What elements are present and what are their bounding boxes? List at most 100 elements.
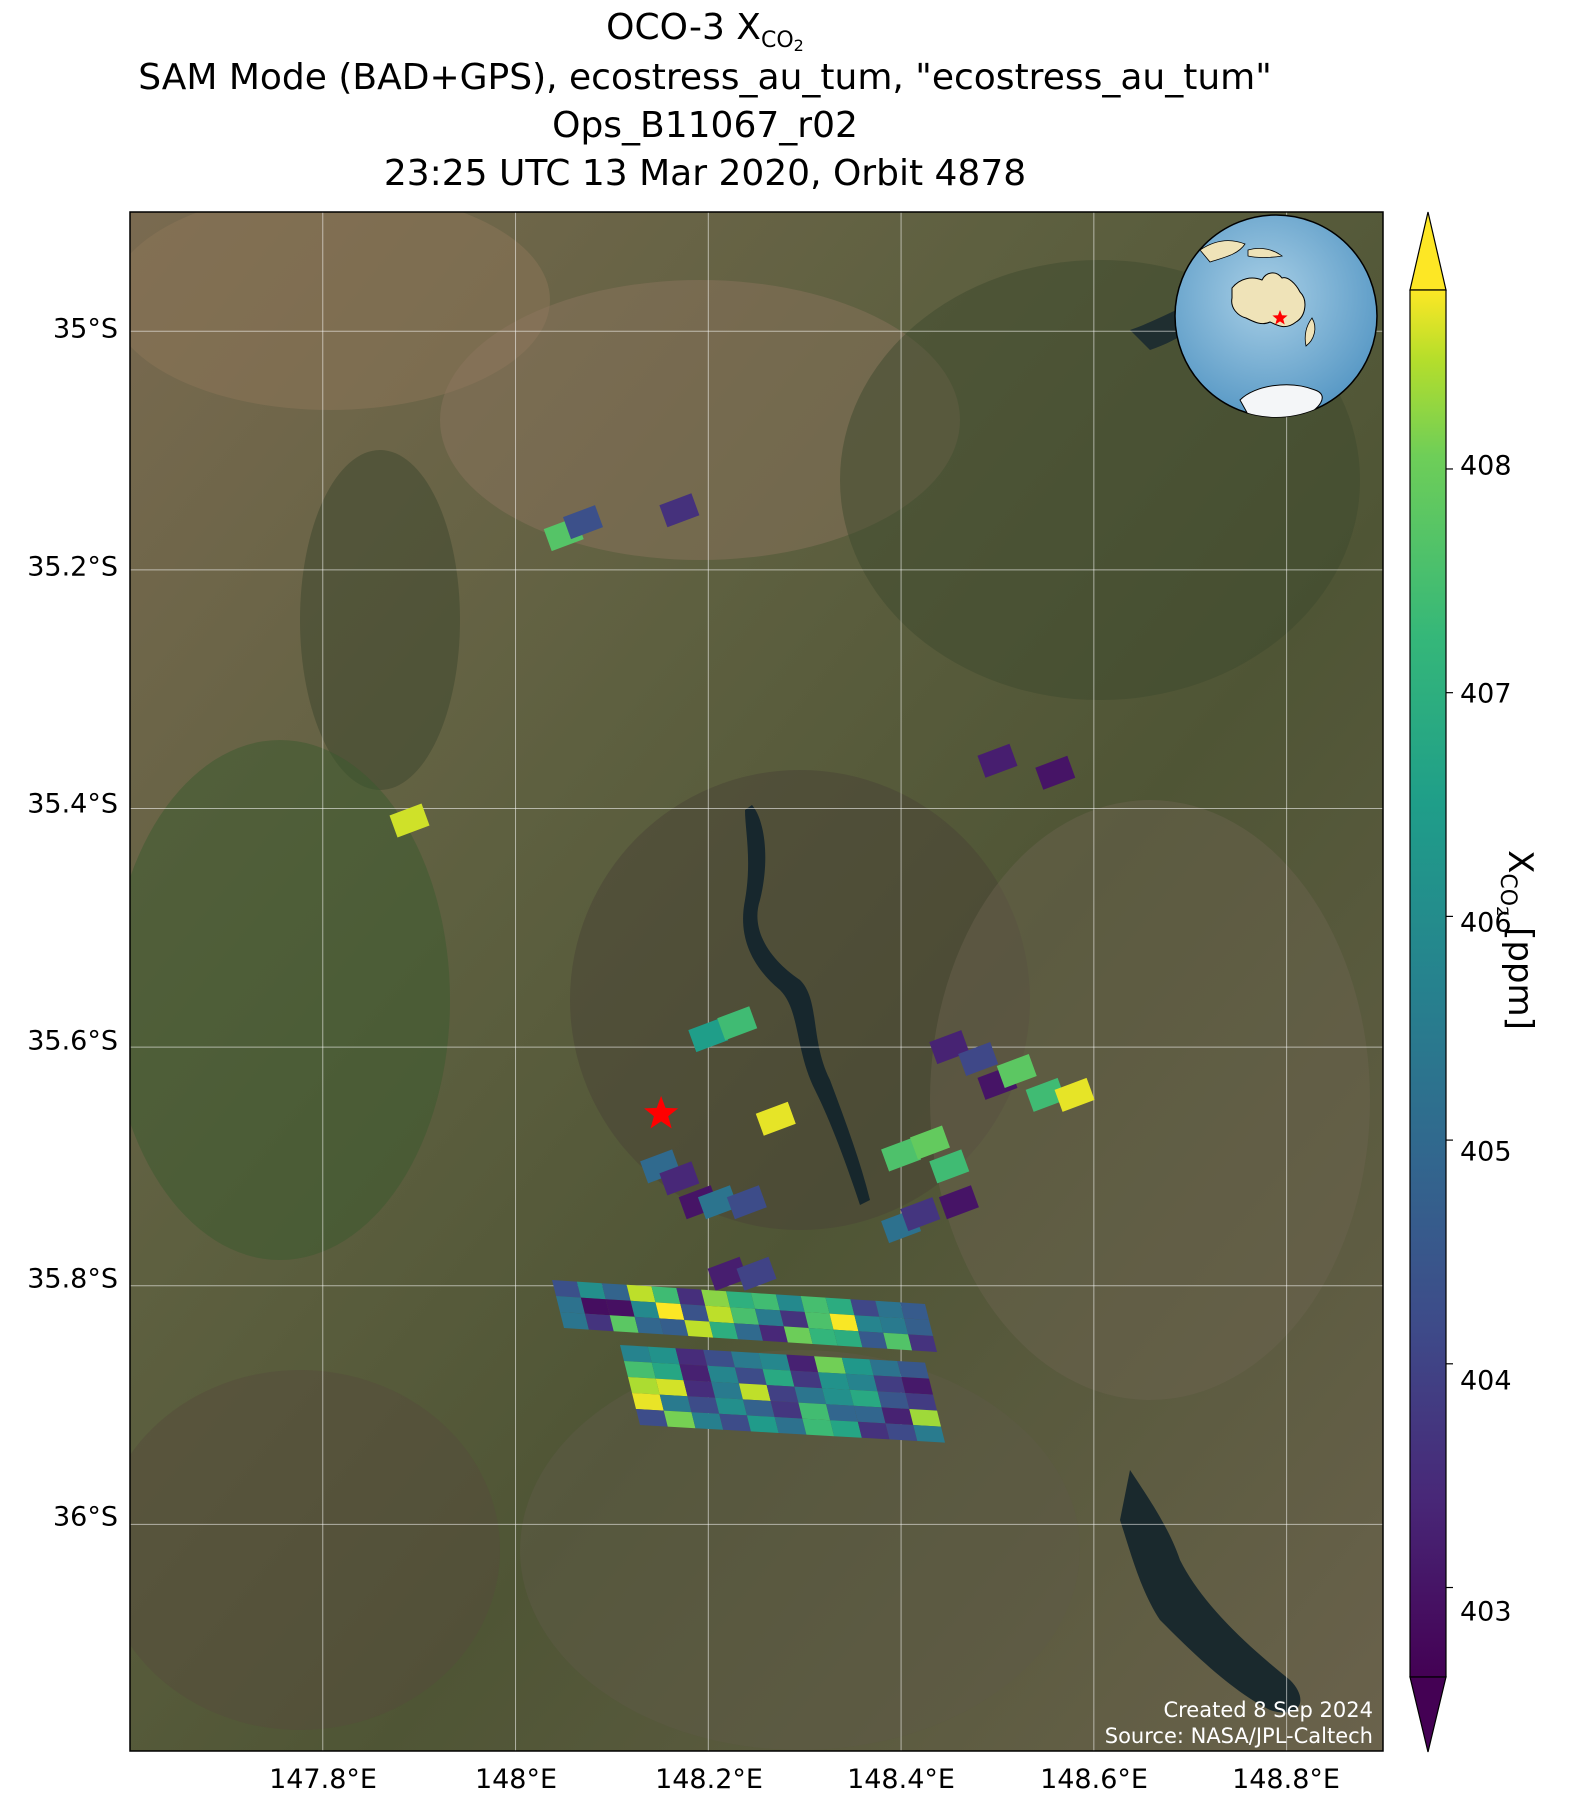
- xco2-sounding-cell: [711, 1381, 743, 1400]
- xco2-sounding-cell: [680, 1304, 710, 1322]
- xco2-sounding-cell: [556, 1296, 585, 1314]
- xco2-sounding-cell: [883, 1332, 913, 1351]
- xco2-sounding-cell: [701, 1289, 731, 1308]
- xco2-sounding-cell: [790, 1370, 823, 1389]
- xco2-sounding-cell: [746, 1415, 779, 1433]
- xco2-sounding-cell: [663, 1410, 696, 1429]
- xco2-sounding-cell: [830, 1420, 862, 1438]
- xco2-sounding-cell: [775, 1294, 805, 1312]
- globe-star-icon: [1272, 310, 1288, 325]
- xco2-sounding: [1025, 1077, 1066, 1112]
- xco2-sounding-cell: [726, 1291, 755, 1309]
- xco2-sounding-cell: [609, 1315, 639, 1333]
- lon-label-148-8e: 148.8°E: [1232, 1764, 1340, 1795]
- colorbar-tick-406: 406: [1460, 907, 1512, 939]
- australia-shape: [1231, 272, 1306, 328]
- xco2-sounding: [881, 1137, 922, 1172]
- xco2-sounding-cell: [659, 1394, 692, 1413]
- xco2-sounding-cell: [705, 1305, 735, 1324]
- xco2-sounding: [678, 1185, 719, 1220]
- xco2-sounding: [659, 493, 700, 528]
- xco2-sounding-cell: [804, 1312, 834, 1330]
- xco2-sounding: [900, 1197, 941, 1232]
- xco2-sounding-cell: [655, 1302, 685, 1320]
- xco2-sounding-cell: [774, 1417, 807, 1435]
- xco2-sounding: [389, 803, 430, 838]
- lat-label-36s: 36°S: [53, 1501, 118, 1533]
- xco2-sounding-cell: [632, 1393, 664, 1411]
- xco2-sounding-cell: [605, 1299, 635, 1317]
- colorbar-tick-403: 403: [1460, 1596, 1512, 1628]
- xco2-sounding-cell: [909, 1409, 941, 1427]
- xco2-sounding: [543, 517, 584, 552]
- xco2-sounding-cell: [885, 1423, 918, 1441]
- xco2-sounding: [563, 505, 604, 540]
- title-line-3: Ops_B11067_r02: [552, 105, 858, 146]
- title-line-4: 23:25 UTC 13 Mar 2020, Orbit 4878: [383, 153, 1027, 194]
- xco2-sounding-cell: [869, 1359, 902, 1377]
- gridlines: [130, 212, 1383, 1751]
- xco2-sounding: [717, 1006, 758, 1041]
- xco2-sounding-cell: [676, 1288, 706, 1306]
- xco2-sounding: [726, 1185, 767, 1220]
- xco2-sounding-cell: [794, 1386, 827, 1405]
- xco2-sounding: [958, 1042, 999, 1077]
- xco2-sounding: [1035, 755, 1076, 790]
- lon-label-148e: 148°E: [474, 1764, 558, 1795]
- xco2-sounding-cell: [580, 1297, 610, 1316]
- colorbar-tick-404: 404: [1460, 1365, 1512, 1397]
- xco2-sounding: [736, 1256, 777, 1291]
- xco2-sounding-cell: [679, 1364, 712, 1382]
- xco2-sounding-cell: [762, 1369, 795, 1387]
- xco2-sounding-cell: [709, 1321, 739, 1340]
- xco2-sounding: [996, 1053, 1037, 1088]
- lat-label-35-8s: 35.8°S: [27, 1263, 118, 1295]
- credit-created: Created 8 Sep 2024: [1163, 1698, 1373, 1722]
- xco2-sounding-cell: [730, 1351, 763, 1369]
- xco2-sounding-cell: [841, 1357, 874, 1376]
- xco2-sounding: [1054, 1077, 1095, 1112]
- xco2-sounding-cell: [850, 1299, 880, 1317]
- colorbar: [1409, 211, 1453, 1753]
- xco2-sounding-cell: [626, 1284, 656, 1303]
- xco2-sounding-cell: [758, 1353, 791, 1371]
- xco2-sounding-cell: [750, 1292, 780, 1311]
- xco2-sounding-cell: [766, 1385, 799, 1403]
- colorbar-tick-407: 407: [1460, 678, 1512, 710]
- xco2-sounding: [977, 1065, 1018, 1100]
- xco2-sounding-cell: [576, 1281, 606, 1300]
- xco2-sounding-cell: [808, 1328, 838, 1346]
- xco2-sounding: [640, 1149, 681, 1184]
- xco2-sounding-cell: [634, 1316, 664, 1335]
- xco2-sounding-cell: [800, 1296, 830, 1314]
- xco2-sounding: [697, 1185, 738, 1220]
- xco2-sounding-cell: [901, 1377, 933, 1395]
- globe-inset: [1174, 214, 1378, 418]
- lat-label-35s: 35°S: [53, 313, 118, 345]
- xco2-sounding-cell: [875, 1300, 905, 1319]
- xco2-sounding-cell: [905, 1393, 937, 1411]
- colorbar-title: XCO2 [ppm]: [1493, 850, 1540, 1030]
- xco2-sounding-cell: [879, 1316, 909, 1335]
- xco2-sounding-cell: [873, 1375, 906, 1393]
- xco2-sounding-cell: [719, 1413, 751, 1432]
- colorbar-tick-408: 408: [1460, 450, 1512, 482]
- xco2-sounding-cell: [798, 1402, 831, 1421]
- xco2-sounding-cell: [826, 1404, 858, 1422]
- xco2-sounding-cell: [897, 1361, 929, 1379]
- antarctica-shape: [1239, 384, 1323, 417]
- xco2-sounding: [755, 1101, 796, 1136]
- title-line-2: SAM Mode (BAD+GPS), ecostress_au_tum, "e…: [138, 57, 1272, 98]
- xco2-sounding-cell: [900, 1302, 929, 1320]
- xco2-sounding-cell: [822, 1388, 854, 1406]
- xco2-sounding-cell: [630, 1300, 660, 1319]
- xco2-sounding-cell: [715, 1397, 747, 1416]
- xco2-sounding-cell: [845, 1373, 878, 1392]
- xco2-sounding: [659, 1161, 700, 1196]
- xco2-sounding-cell: [849, 1389, 882, 1408]
- xco2-sounding-cell: [833, 1329, 863, 1348]
- xco2-sounding: [881, 1209, 922, 1244]
- xco2-sounding-cell: [647, 1346, 680, 1365]
- xco2-sounding-cell: [624, 1361, 656, 1379]
